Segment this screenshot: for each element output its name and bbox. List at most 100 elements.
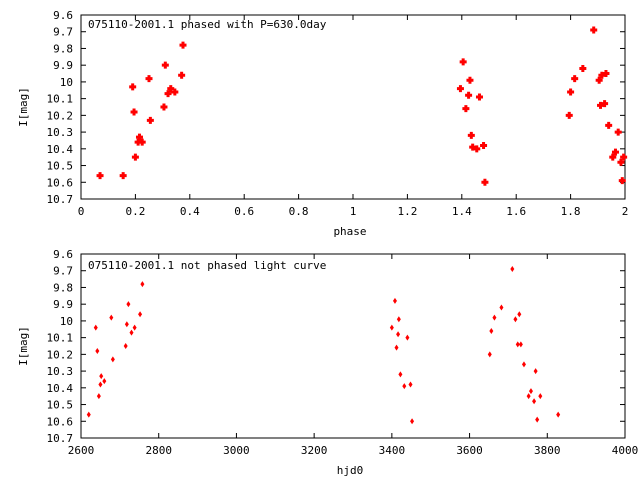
data-point — [513, 316, 518, 323]
data-point — [467, 131, 475, 139]
y-tick-label: 10.4 — [47, 382, 74, 395]
y-tick-label: 10 — [60, 315, 73, 328]
data-point — [517, 311, 522, 318]
y-tick-label: 10.4 — [47, 143, 74, 156]
data-point — [469, 143, 477, 151]
x-tick-label: 1 — [350, 205, 357, 218]
y-tick-label: 10.1 — [47, 332, 74, 345]
data-point — [96, 393, 101, 400]
y-tick-label: 9.6 — [53, 9, 73, 22]
y-tick-label: 9.6 — [53, 248, 73, 261]
x-tick-label: 1.6 — [506, 205, 526, 218]
data-point — [538, 393, 543, 400]
data-point — [102, 378, 107, 385]
x-tick-label: 0.6 — [234, 205, 254, 218]
y-tick-label: 10.1 — [47, 93, 74, 106]
data-point — [164, 90, 172, 98]
data-point — [480, 141, 488, 149]
data-point — [565, 111, 573, 119]
axis-ticks: 0 0.2 0.4 0.6 0.8 1 1.2 1.4 1.6 1.8 2 9.6 9.7 9.8 9.9 1… — [47, 9, 629, 218]
data-point — [602, 70, 610, 78]
data-point — [179, 41, 187, 49]
data-point — [126, 301, 131, 308]
x-axis-label: hjd0 — [337, 464, 364, 477]
x-tick-label: 3800 — [534, 444, 561, 457]
data-point — [130, 108, 138, 116]
x-tick-label: 2800 — [145, 444, 172, 457]
data-point — [171, 88, 179, 96]
data-point — [160, 103, 168, 111]
chart-title: 075110-2001.1 not phased light curve — [88, 259, 326, 272]
data-point — [456, 85, 464, 93]
data-point — [481, 178, 489, 186]
data-point — [532, 398, 537, 405]
data-point — [392, 297, 397, 304]
data-point — [611, 148, 619, 156]
y-tick-label: 10.7 — [47, 432, 74, 445]
data-point — [124, 321, 129, 328]
data-point — [618, 177, 626, 185]
data-point — [601, 100, 609, 108]
data-point — [405, 334, 410, 341]
data-point — [95, 348, 100, 355]
data-point — [394, 344, 399, 351]
data-point — [597, 101, 605, 109]
x-tick-label: 4000 — [612, 444, 639, 457]
data-point — [598, 71, 606, 79]
y-tick-label: 10.5 — [47, 399, 74, 412]
data-point — [410, 418, 415, 425]
y-tick-label: 9.8 — [53, 281, 73, 294]
data-point — [96, 172, 104, 180]
data-point — [473, 145, 481, 153]
y-tick-label: 10.3 — [47, 126, 74, 139]
data-point — [132, 324, 137, 331]
data-point — [590, 26, 598, 34]
y-tick-label: 10.2 — [47, 109, 74, 122]
data-point — [609, 153, 617, 161]
data-point — [556, 411, 561, 418]
y-tick-label: 9.7 — [53, 265, 73, 278]
data-point — [138, 311, 143, 318]
data-point — [398, 371, 403, 378]
data-point — [515, 341, 520, 348]
x-tick-label: 1.2 — [397, 205, 417, 218]
phased-light-curve-panel: 075110-2001.1 phased with P=630.0day pha… — [17, 9, 628, 238]
y-tick-label: 10.2 — [47, 348, 74, 361]
data-point — [571, 75, 579, 83]
data-point — [459, 58, 467, 66]
data-point — [489, 327, 494, 334]
data-point — [146, 116, 154, 124]
data-points — [86, 266, 561, 425]
data-point — [518, 341, 523, 348]
data-point — [86, 411, 91, 418]
data-point — [492, 314, 497, 321]
x-axis-label: phase — [333, 225, 366, 238]
data-point — [396, 316, 401, 323]
data-point — [110, 356, 115, 363]
y-axis-label: I[mag] — [17, 326, 30, 366]
data-point — [465, 91, 473, 99]
data-point — [528, 388, 533, 395]
data-point — [167, 85, 175, 93]
y-tick-label: 9.9 — [53, 298, 73, 311]
y-tick-label: 10.6 — [47, 176, 74, 189]
data-point — [462, 105, 470, 113]
y-axis-label: I[mag] — [17, 87, 30, 127]
y-tick-label: 9.9 — [53, 59, 73, 72]
data-point — [145, 75, 153, 83]
data-point — [408, 381, 413, 388]
data-point — [129, 329, 134, 336]
x-tick-label: 3200 — [301, 444, 328, 457]
data-point — [161, 61, 169, 69]
x-tick-label: 0 — [78, 205, 85, 218]
y-tick-label: 9.7 — [53, 26, 73, 39]
data-point — [131, 153, 139, 161]
data-point — [620, 153, 628, 161]
data-point — [402, 383, 407, 390]
data-point — [579, 65, 587, 73]
data-point — [140, 281, 145, 288]
data-point — [396, 331, 401, 338]
data-point — [123, 343, 128, 349]
chart-title: 075110-2001.1 phased with P=630.0day — [88, 18, 327, 31]
data-point — [475, 93, 483, 101]
